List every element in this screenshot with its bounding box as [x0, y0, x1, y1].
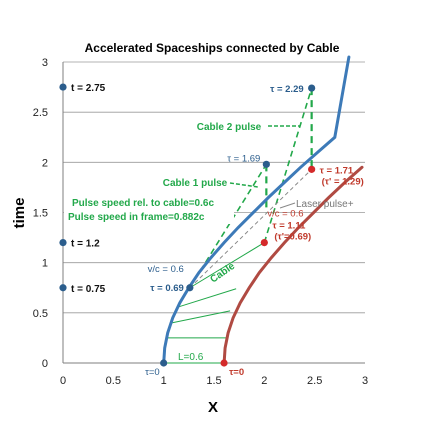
point-label: τ=0 — [229, 367, 244, 378]
pulse-speed-frame-label: Pulse speed in frame=0.882c — [68, 212, 205, 223]
cable2-pulse-label: Cable 2 pulse — [197, 122, 262, 133]
ship1-event-point — [186, 284, 194, 292]
pulse-speed-cable-label: Pulse speed rel. to cable=0.6c — [72, 198, 214, 209]
time-marker-label: t = 0.75 — [71, 284, 106, 295]
point-label: v/c = 0.6 — [148, 264, 184, 275]
x-tick-label: 3 — [362, 375, 368, 387]
x-tick-label: 1.5 — [206, 375, 221, 387]
point-label: τ=0 — [145, 367, 160, 378]
cable-line — [171, 310, 231, 324]
laser-label: Laser pulse+ — [296, 199, 354, 210]
laser-pulse — [189, 168, 312, 289]
ship1-event-point — [262, 160, 270, 168]
x-tick-label: 2 — [261, 375, 267, 387]
cable-line — [178, 288, 237, 308]
y-tick-label: 2.5 — [33, 107, 48, 119]
ship2-event-point — [220, 359, 228, 367]
point-label: τ = 1.11 — [272, 221, 306, 232]
point-label: τ = 0.69 — [150, 283, 184, 294]
ship2-event-point — [308, 165, 316, 173]
laser-pointer — [279, 202, 296, 209]
point-label: τ = 1.71 — [320, 165, 354, 176]
time-markers: t = 2.75 t = 1.2 t = 0.75 — [59, 83, 106, 295]
cable1-pulse-label: Cable 1 pulse — [163, 178, 228, 189]
event-points — [160, 84, 316, 367]
point-label: τ = 1.69 — [227, 153, 260, 164]
y-axis-label: time — [11, 198, 28, 229]
time-marker-dot — [59, 284, 67, 292]
point-label: τ = 2.29 — [270, 84, 304, 95]
y-tick-label: 3 — [42, 57, 48, 69]
cable-lines — [163, 242, 265, 364]
time-marker-dot — [59, 239, 67, 247]
x-tick-label: 1 — [161, 375, 167, 387]
x-tick-label: 0 — [60, 375, 66, 387]
x-tick-label: 2.5 — [307, 375, 322, 387]
ship1-event-point — [160, 359, 168, 367]
ship2-event-point — [260, 239, 268, 247]
point-label: v/c = 0.6 — [267, 209, 303, 220]
y-tick-label: 0 — [42, 358, 48, 370]
x-tick-label: 0.5 — [106, 375, 121, 387]
y-tick-label: 1 — [42, 258, 48, 270]
y-tick-label: 0.5 — [33, 308, 48, 320]
point-label: (τ' = 1.29) — [322, 176, 364, 187]
laser-line — [189, 168, 312, 289]
cable-label: Cable — [208, 261, 237, 286]
pulse-line — [263, 87, 313, 243]
cable1-pulse-pointer — [229, 182, 259, 188]
pulse-speed-box — [64, 194, 234, 224]
ship2-worldline — [222, 165, 364, 365]
cable-line — [189, 242, 265, 289]
ship1-worldline — [162, 55, 351, 365]
annotations: τ=0 v/c = 0.6 τ = 0.69 τ = 1.69 τ = 2.29 τ=0 v… — [64, 84, 364, 378]
x-axis-label: X — [208, 399, 218, 416]
y-tick-label: 2 — [42, 157, 48, 169]
length-label: L=0.6 — [178, 352, 204, 363]
time-marker-dot — [59, 83, 67, 91]
time-marker-label: t = 1.2 — [71, 239, 100, 250]
point-label: (τ'=0.69) — [274, 232, 311, 243]
chart-title: Accelerated Spaceships connected by Cabl… — [85, 41, 340, 55]
ship-worldlines — [162, 55, 364, 365]
ship1-event-point — [308, 84, 316, 92]
y-tick-label: 1.5 — [33, 208, 48, 220]
time-marker-label: t = 2.75 — [71, 83, 106, 94]
tick-labels: 0 0.5 1 1.5 2 2.5 3 0 0.5 1 1.5 2 2.5 3 — [33, 57, 368, 387]
